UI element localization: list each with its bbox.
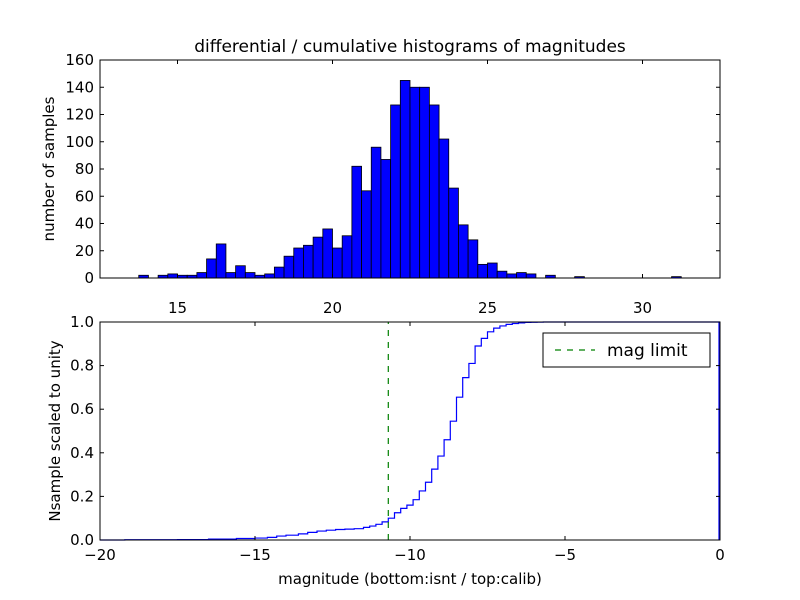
- y-tick-label: 40: [75, 215, 94, 233]
- top-x-ticks: 15 20 25 30: [168, 60, 652, 317]
- histogram-bar: [293, 247, 304, 279]
- y-tick-label: 0.6: [70, 400, 94, 418]
- histogram-bar: [399, 80, 411, 279]
- histogram-bar: [244, 272, 256, 279]
- y-tick-label: 0: [84, 269, 94, 287]
- histogram-bar: [409, 86, 421, 279]
- histogram-bar: [419, 86, 430, 279]
- histogram-bar: [487, 262, 498, 279]
- histogram-bar: [215, 243, 227, 279]
- y-tick-label: 1.0: [70, 313, 94, 331]
- histogram-bars: [138, 80, 682, 279]
- x-tick-label: −5: [554, 546, 576, 564]
- legend: mag limit: [542, 332, 711, 368]
- bottom-x-axis-label: magnitude (bottom:isnt / top:calib): [278, 570, 542, 588]
- top-y-ticks: 0 20 40 60 80 100 120 140 160: [65, 51, 720, 287]
- cumulative-lines: [100, 321, 720, 541]
- bottom-x-ticks: −20 −15 −10 −5 0: [84, 322, 725, 564]
- bottom-y-axis-label: Nsample scaled to unity: [46, 340, 64, 521]
- histogram-bar: [438, 138, 450, 279]
- y-tick-label: 0.2: [70, 487, 94, 505]
- y-tick-label: 20: [75, 242, 94, 260]
- histogram-bar: [458, 224, 469, 279]
- top-y-axis-label: number of samples: [40, 96, 58, 241]
- y-tick-label: 0.0: [70, 531, 94, 549]
- y-tick-label: 60: [75, 187, 94, 205]
- histogram-bar: [467, 239, 479, 279]
- x-tick-label: 20: [323, 299, 342, 317]
- histogram-bar: [390, 104, 401, 279]
- differential-histogram-panel: differential / cumulative histograms of …: [40, 37, 721, 317]
- histogram-bar: [516, 272, 527, 279]
- histogram-bar: [370, 146, 382, 279]
- y-tick-label: 120: [65, 106, 94, 124]
- chart-title: differential / cumulative histograms of …: [194, 37, 626, 57]
- cumulative-histogram-panel: −20 −15 −10 −5 0 0.0 0.2 0.4 0.6 0.8 1.0 magnitud…: [46, 313, 725, 588]
- histogram-bar: [303, 244, 314, 279]
- histogram-bar: [225, 272, 237, 279]
- histogram-bar: [332, 247, 343, 279]
- histogram-bar: [264, 273, 275, 279]
- y-tick-label: 160: [65, 51, 94, 69]
- histogram-bar: [351, 165, 362, 279]
- histogram-bar: [448, 187, 459, 279]
- cumulative-step-line: [100, 321, 720, 541]
- histogram-bar: [235, 265, 246, 279]
- histogram-bar: [206, 258, 217, 279]
- histogram-bar: [506, 273, 517, 279]
- histogram-bar: [167, 273, 178, 279]
- histogram-bar: [341, 235, 353, 279]
- y-tick-label: 80: [75, 160, 94, 178]
- histogram-bar: [380, 159, 392, 279]
- histogram-bar: [361, 190, 372, 279]
- histogram-bar: [322, 228, 333, 279]
- x-tick-label: 30: [633, 299, 652, 317]
- x-tick-label: −20: [84, 546, 116, 564]
- bottom-y-ticks: 0.0 0.2 0.4 0.6 0.8 1.0: [70, 313, 720, 549]
- x-tick-label: −10: [394, 546, 426, 564]
- x-tick-label: 15: [168, 299, 187, 317]
- y-tick-label: 0.4: [70, 444, 94, 462]
- legend-label-mag-limit: mag limit: [607, 341, 688, 361]
- x-tick-label: 0: [715, 546, 725, 564]
- y-tick-label: 140: [65, 78, 94, 96]
- histogram-bar: [283, 255, 295, 279]
- y-tick-label: 100: [65, 133, 94, 151]
- histogram-bar: [477, 263, 488, 279]
- histogram-bar: [312, 236, 324, 279]
- x-tick-label: 25: [478, 299, 497, 317]
- histogram-bar: [525, 273, 537, 279]
- histogram-bar: [273, 266, 285, 279]
- x-tick-label: −15: [239, 546, 271, 564]
- histogram-bar: [196, 272, 207, 279]
- histogram-bar: [428, 104, 440, 279]
- y-tick-label: 0.8: [70, 357, 94, 375]
- histogram-bar: [496, 270, 508, 279]
